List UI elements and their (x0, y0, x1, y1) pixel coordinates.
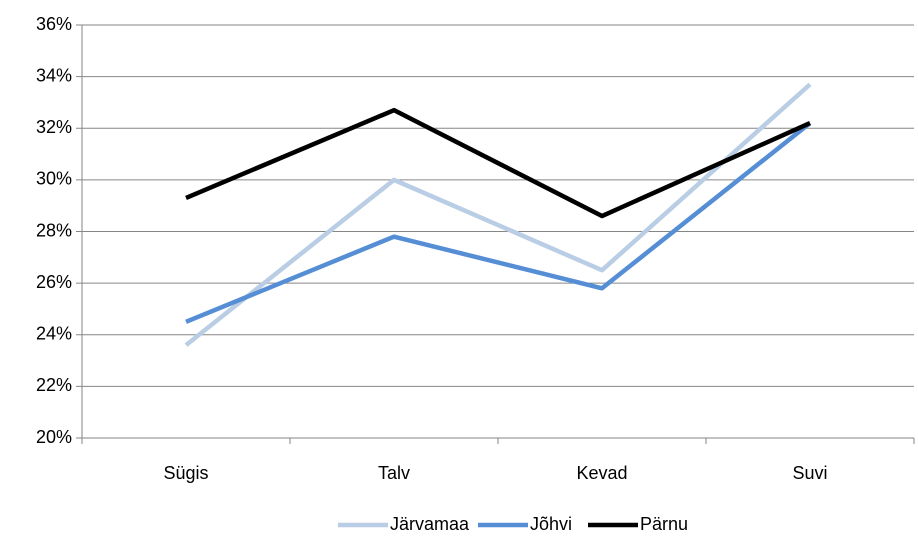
x-tick-label: Kevad (576, 463, 627, 483)
y-tick-label: 22% (36, 375, 72, 395)
series-line (184, 82, 812, 347)
y-tick-label: 32% (36, 117, 72, 137)
y-tick-label: 26% (36, 272, 72, 292)
y-tick-label: 36% (36, 14, 72, 34)
legend-label: Järvamaa (390, 514, 470, 534)
series-line (185, 121, 812, 324)
x-tick-label: Talv (378, 463, 410, 483)
y-tick-label: 24% (36, 324, 72, 344)
y-tick-label: 34% (36, 65, 72, 85)
legend-label: Jõhvi (530, 514, 572, 534)
y-tick-label: 20% (36, 427, 72, 447)
y-tick-label: 30% (36, 169, 72, 189)
x-tick-label: Suvi (792, 463, 827, 483)
series-line (185, 107, 811, 219)
legend-label: Pärnu (640, 514, 688, 534)
y-tick-label: 28% (36, 220, 72, 240)
x-tick-label: Sügis (163, 463, 208, 483)
